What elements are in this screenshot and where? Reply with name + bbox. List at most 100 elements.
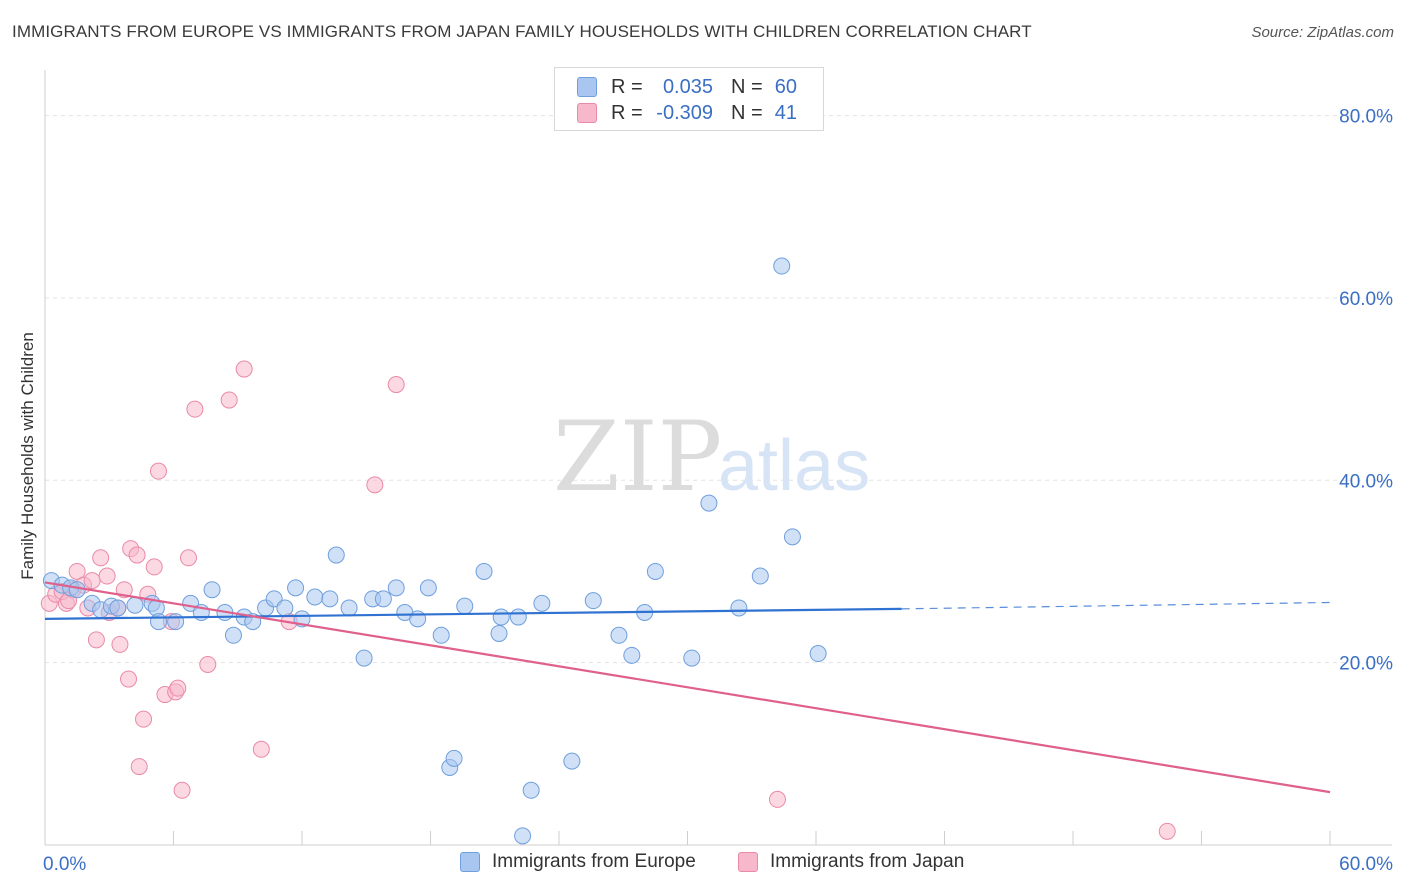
- japan-point: [169, 679, 187, 697]
- europe-point: [432, 626, 450, 644]
- trendline-europe: [44, 607, 902, 620]
- europe-point: [456, 597, 474, 615]
- europe-point: [327, 546, 345, 564]
- europe-point: [321, 590, 339, 608]
- europe-point: [306, 588, 324, 606]
- europe-point: [492, 608, 510, 626]
- europe-point: [646, 562, 664, 580]
- legend-row-europe: R = 0.035 N = 60: [577, 74, 797, 100]
- y-tick-label: 20.0%: [1339, 654, 1393, 675]
- europe-point: [167, 613, 185, 631]
- europe-point: [509, 608, 527, 626]
- legend-swatch-japan: [577, 103, 597, 123]
- watermark: ZIP atlas: [553, 401, 870, 513]
- europe-point: [126, 596, 144, 614]
- trendlines: [44, 581, 1331, 794]
- y-tick-label: 80.0%: [1339, 107, 1393, 128]
- europe-point: [700, 494, 718, 512]
- europe-point: [783, 528, 801, 546]
- europe-point: [533, 594, 551, 612]
- japan-point: [111, 635, 129, 653]
- chart-title: IMMIGRANTS FROM EUROPE VS IMMIGRANTS FRO…: [12, 22, 1032, 41]
- europe-point: [730, 599, 748, 617]
- bottom-legend-swatch-europe: [460, 852, 480, 872]
- source-attribution: Source: ZipAtlas.com: [1251, 24, 1394, 41]
- japan-point: [150, 462, 168, 480]
- europe-point: [203, 581, 221, 599]
- japan-point: [199, 655, 217, 673]
- europe-point: [276, 599, 294, 617]
- europe-point: [610, 626, 628, 644]
- europe-point: [387, 579, 405, 597]
- japan-point: [179, 549, 197, 567]
- japan-point: [145, 558, 163, 576]
- europe-point: [419, 579, 437, 597]
- watermark-zip: ZIP: [553, 401, 722, 513]
- correlation-legend: R = 0.035 N = 60 R = -0.309 N = 41: [554, 67, 824, 131]
- legend-n-label: N =: [731, 101, 763, 124]
- japan-point: [130, 758, 148, 776]
- japan-point: [235, 360, 253, 378]
- japan-point: [220, 391, 238, 409]
- europe-point: [475, 562, 493, 580]
- gridlines: [45, 115, 1392, 664]
- japan-point: [98, 567, 116, 585]
- japan-point: [186, 400, 204, 418]
- europe-point: [751, 567, 769, 585]
- europe-point: [409, 610, 427, 628]
- europe-point: [522, 781, 540, 799]
- europe-point: [514, 827, 532, 845]
- europe-point: [109, 599, 127, 617]
- y-tick-label: 60.0%: [1339, 289, 1393, 310]
- watermark-atlas: atlas: [718, 426, 870, 506]
- europe-point: [355, 649, 373, 667]
- x-tick-label: 60.0%: [1339, 854, 1393, 875]
- y-tick-label: 40.0%: [1339, 471, 1393, 492]
- japan-point: [366, 476, 384, 494]
- europe-point: [445, 749, 463, 767]
- japan-point: [135, 710, 153, 728]
- europe-point: [563, 752, 581, 770]
- bottom-legend-japan[interactable]: Immigrants from Japan: [738, 851, 964, 873]
- europe-point: [68, 581, 86, 599]
- bottom-legend-label-japan: Immigrants from Japan: [770, 851, 965, 872]
- europe-point: [683, 649, 701, 667]
- legend-r-value: 0.035: [662, 75, 713, 98]
- axes: [44, 70, 1392, 846]
- x-tick-label: 0.0%: [43, 854, 86, 875]
- bottom-legend-swatch-japan: [738, 852, 758, 872]
- europe-point: [340, 599, 358, 617]
- europe-point: [773, 257, 791, 275]
- legend-swatch-europe: [577, 77, 597, 97]
- europe-point: [150, 613, 168, 631]
- europe-point: [287, 579, 305, 597]
- trendline-japan: [44, 581, 1331, 794]
- bottom-legend-europe[interactable]: Immigrants from Europe: [460, 851, 696, 873]
- tick-labels: 20.0% 40.0% 60.0% 80.0% 0.0% 60.0%: [43, 107, 1393, 875]
- series-europe-points: [42, 257, 827, 845]
- legend-r-value: -0.309: [656, 101, 713, 124]
- europe-point: [623, 646, 641, 664]
- europe-point: [584, 592, 602, 610]
- legend-n-value: 60: [774, 75, 797, 98]
- japan-point: [83, 572, 101, 590]
- legend-n-label: N =: [731, 75, 763, 98]
- bottom-legend-label-europe: Immigrants from Europe: [492, 851, 696, 872]
- europe-point: [224, 626, 242, 644]
- europe-point: [490, 624, 508, 642]
- legend-r-label: R =: [611, 101, 643, 124]
- japan-point: [128, 546, 146, 564]
- legend-n-value: 41: [774, 101, 797, 124]
- europe-point: [374, 590, 392, 608]
- japan-point: [120, 670, 138, 688]
- japan-point: [1158, 822, 1176, 840]
- europe-point: [809, 645, 827, 663]
- japan-point: [68, 562, 86, 580]
- japan-point: [387, 376, 405, 394]
- japan-point: [768, 790, 786, 808]
- legend-row-japan: R = -0.309 N = 41: [577, 100, 797, 126]
- japan-point: [87, 631, 105, 649]
- legend-r-label: R =: [611, 75, 643, 98]
- japan-point: [252, 740, 270, 758]
